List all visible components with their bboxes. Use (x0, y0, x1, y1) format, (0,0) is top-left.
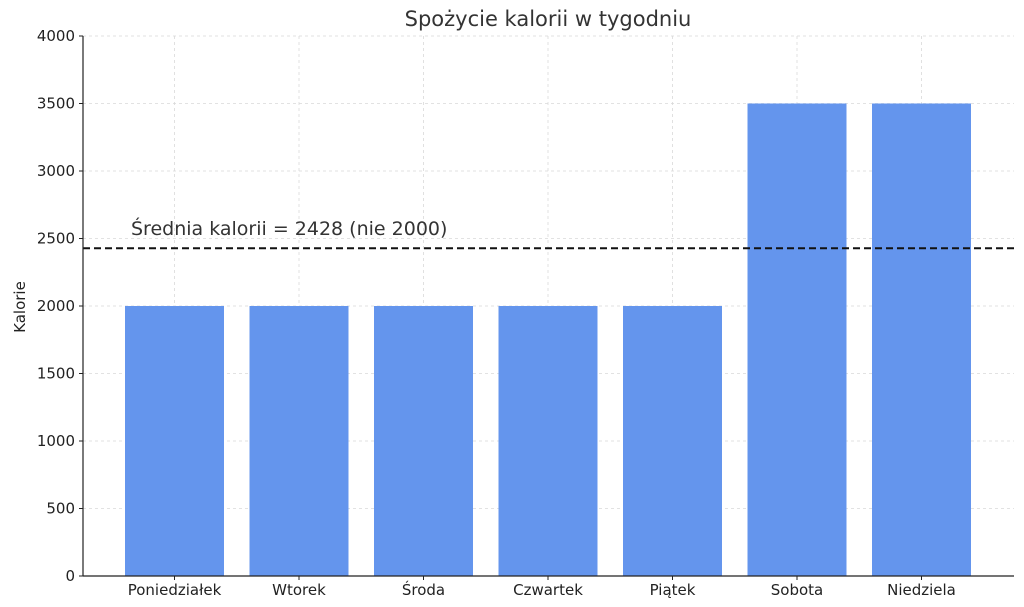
bar (498, 306, 598, 576)
bar (125, 306, 224, 576)
y-tick-label: 3000 (37, 162, 75, 180)
bar (374, 306, 473, 576)
y-tick-label: 500 (46, 500, 75, 518)
x-ticks: Poniedziałek Wtorek Środa Czwartek Piątek Sob… (128, 576, 956, 599)
chart-title: Spożycie kalorii w tygodniu (405, 7, 692, 31)
x-tick-label: Sobota (771, 581, 823, 599)
y-ticks: 0 500 1000 1500 2000 2500 3000 3500 4000 (37, 27, 83, 585)
y-axis-label: Kalorie (11, 281, 29, 333)
y-tick-label: 4000 (37, 27, 75, 45)
y-tick-label: 0 (65, 567, 75, 585)
x-tick-label: Środa (402, 580, 445, 599)
mean-annotation: Średnia kalorii = 2428 (nie 2000) (131, 216, 447, 240)
x-tick-label: Poniedziałek (128, 581, 222, 599)
y-tick-label: 1000 (37, 432, 75, 450)
bars (125, 103, 971, 576)
bar (623, 306, 722, 576)
y-tick-label: 3500 (37, 95, 75, 113)
y-tick-label: 2500 (37, 230, 75, 248)
reference-line-group: Średnia kalorii = 2428 (nie 2000) (83, 216, 1014, 250)
bar (249, 306, 349, 576)
bar (747, 103, 847, 576)
x-tick-label: Piątek (650, 581, 696, 599)
x-tick-label: Czwartek (513, 581, 583, 599)
x-tick-label: Niedziela (887, 581, 956, 599)
x-tick-label: Wtorek (272, 581, 326, 599)
y-tick-label: 1500 (37, 365, 75, 383)
y-tick-label: 2000 (37, 297, 75, 315)
bar (872, 103, 971, 576)
